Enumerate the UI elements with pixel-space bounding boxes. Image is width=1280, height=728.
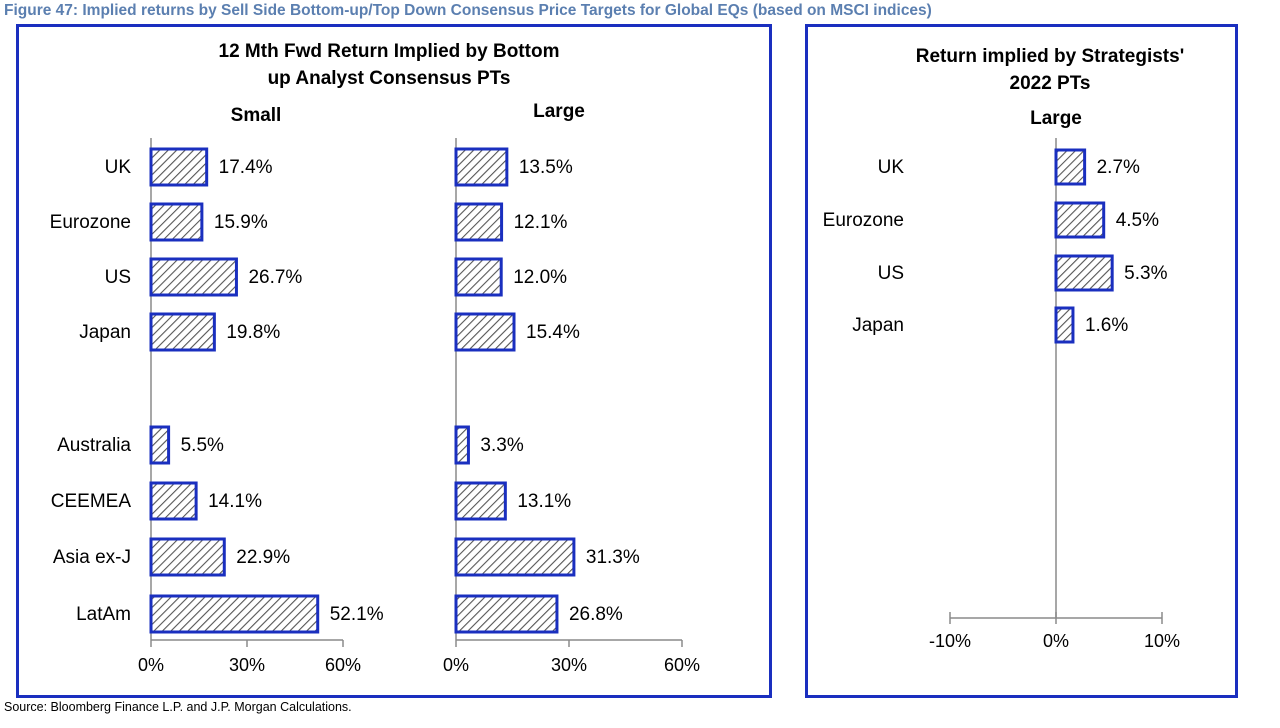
panel-large-value-label: 12.1% [514,212,568,233]
chart-title-line: 12 Mth Fwd Return Implied by Bottom [219,41,560,62]
panel-small-x-tick-label: 60% [325,655,361,675]
strategist-x-tick-label: 0% [1043,631,1069,651]
panel-large-value-label: 13.5% [519,157,573,178]
panel-small-value-label: 52.1% [330,604,384,625]
source-note: Source: Bloomberg Finance L.P. and J.P. … [4,700,352,714]
panel-large-bar-australia [454,425,470,465]
strategist-x-tick-label: -10% [929,631,971,651]
panel-small-value-label: 22.9% [236,547,290,568]
panel-small-bar-eurozone [149,202,204,242]
panel-large-x-tick-label: 60% [664,655,700,675]
chart-title-line: 2022 PTs [1010,73,1091,94]
bottom-up-chart-svg: 12 Mth Fwd Return Implied by Bottom up An… [50,41,700,675]
category-label-uk: UK [878,157,905,178]
panel-large-value-label: 12.0% [513,267,567,288]
strategist-bar-japan [1054,306,1075,344]
panel-small-value-label: 14.1% [208,491,262,512]
strategist-value-label: 2.7% [1097,157,1140,178]
panel-small-value-label: 17.4% [219,157,273,178]
strategist-bar-us [1054,254,1114,292]
panel-large-subtitle: Large [533,101,585,122]
category-label-eurozone: Eurozone [823,210,904,231]
panel-small-bar-ceemea [149,481,198,521]
category-label-ceemea: CEEMEA [51,491,132,512]
panel-large-bar-ceemea [454,481,507,521]
category-label-us: US [105,267,131,288]
category-label-us: US [878,263,904,284]
category-label-uk: UK [105,157,132,178]
panel-small-bar-latam [149,594,320,634]
strategist-bar-uk [1054,148,1087,186]
panel-large-x-tick-label: 30% [551,655,587,675]
panel-small-value-label: 5.5% [181,435,224,456]
category-label-asia-ex-j: Asia ex-J [53,547,131,568]
strategist-value-label: 1.6% [1085,315,1128,336]
figure-title: Figure 47: Implied returns by Sell Side … [4,2,932,19]
panel-small-bar-asia-ex-j [149,537,226,577]
panel-small-value-label: 19.8% [226,322,280,343]
panel-small-bar-japan [149,312,216,352]
panel-large-value-label: 15.4% [526,322,580,343]
category-label-australia: Australia [57,435,131,456]
panel-small-x-tick-label: 0% [138,655,164,675]
panel-large-bar-eurozone [454,202,504,242]
chart-title-line: Return implied by Strategists' [916,46,1184,67]
panel-large-bar-japan [454,312,516,352]
panel-small-bar-us [149,257,238,297]
panel-large-value-label: 26.8% [569,604,623,625]
panel-small-x-tick-label: 30% [229,655,265,675]
panel-small-value-label: 26.7% [248,267,302,288]
strategist-x-tick-label: 10% [1144,631,1180,651]
strategist-value-label: 4.5% [1116,210,1159,231]
strategist-chart-panel: Return implied by Strategists' 2022 PTs La… [805,24,1238,698]
strategist-value-label: 5.3% [1124,263,1167,284]
panel-large-subtitle: Large [1030,108,1082,129]
panel-small-bar-uk [149,147,209,187]
strategist-bar-eurozone [1054,201,1106,239]
panel-small-subtitle: Small [231,105,282,126]
category-label-japan: Japan [79,322,131,343]
panel-small-value-label: 15.9% [214,212,268,233]
panel-large-value-label: 3.3% [480,435,523,456]
category-label-japan: Japan [852,315,904,336]
panel-large-bar-us [454,257,503,297]
chart-title-line: up Analyst Consensus PTs [268,68,511,89]
category-label-latam: LatAm [76,604,131,625]
bottom-up-chart-panel: 12 Mth Fwd Return Implied by Bottom up An… [16,24,772,698]
panel-large-bar-uk [454,147,509,187]
category-label-eurozone: Eurozone [50,212,131,233]
panel-small-bar-australia [149,425,171,465]
panel-large-value-label: 31.3% [586,547,640,568]
strategist-chart-svg: Return implied by Strategists' 2022 PTs La… [823,46,1185,651]
panel-large-bar-asia-ex-j [454,537,576,577]
panel-large-x-tick-label: 0% [443,655,469,675]
panel-large-bar-latam [454,594,559,634]
panel-large-value-label: 13.1% [517,491,571,512]
